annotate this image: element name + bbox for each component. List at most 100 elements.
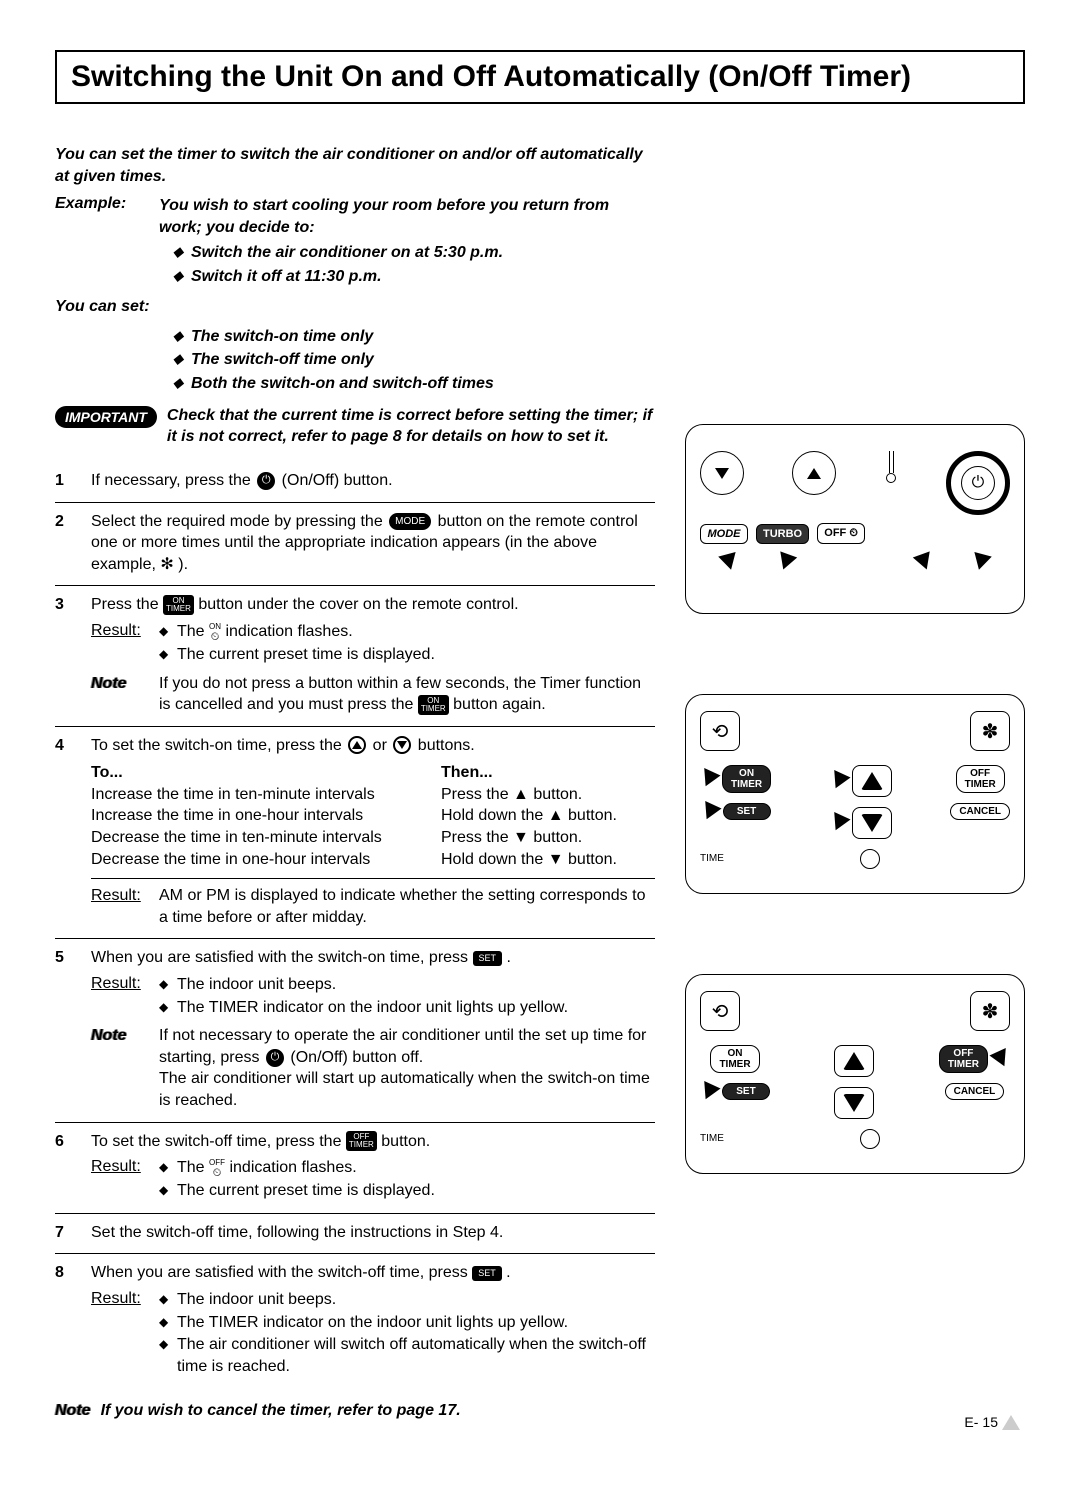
fan-button: ✽ [970, 711, 1010, 751]
set-button: SET [723, 803, 771, 820]
youcan-bullets: The switch-on time only The switch-off t… [159, 326, 655, 395]
important-text: Check that the current time is correct b… [167, 406, 655, 448]
remote-diagram-3: ⟲ ✽ ON TIMER SET [685, 974, 1025, 1174]
step: 6 To set the switch-off time, press the … [55, 1122, 655, 1213]
remote-btn [792, 451, 836, 495]
step-number: 1 [55, 470, 77, 492]
pointer-icon [697, 1080, 720, 1102]
pointer-icon [912, 551, 934, 572]
result-body: The ON⏲ indication flashes. The current … [159, 620, 655, 667]
pointer-icon [827, 770, 850, 792]
step-number: 8 [55, 1262, 77, 1378]
down-icon [393, 736, 411, 754]
remote-diagram-1: ⏻ MODE TURBO OFF ⏲ [685, 424, 1025, 614]
step-number: 4 [55, 735, 77, 929]
step: 1 If necessary, press the ⏻ (On/Off) but… [55, 462, 655, 502]
step-number: 7 [55, 1222, 77, 1244]
step-number: 2 [55, 511, 77, 576]
step-body: When you are satisfied with the switch-o… [91, 1262, 655, 1378]
time-label: TIME [700, 854, 724, 864]
on-timer-button: ON TIMER [710, 1045, 759, 1073]
final-note-label: Note [55, 1402, 91, 1420]
step-body: If necessary, press the ⏻ (On/Off) butto… [91, 470, 655, 492]
pointer-icon [989, 1048, 1012, 1070]
down-button [834, 1087, 874, 1119]
note-label: Note [91, 1025, 149, 1111]
result-body: The OFF⏲ indication flashes. The current… [159, 1156, 655, 1203]
clock-on-icon: ON⏲ [209, 621, 221, 643]
steps-list: 1 If necessary, press the ⏻ (On/Off) but… [55, 462, 655, 1388]
result-row: Result: The indoor unit beeps. The TIMER… [91, 1288, 655, 1378]
pointer-icon [698, 800, 721, 822]
up-button [852, 765, 892, 797]
tri-down-icon: ▼ [513, 829, 529, 846]
down-button [852, 807, 892, 839]
off-timer-icon: OFF TIMER [346, 1131, 377, 1151]
example-bullets: Switch the air conditioner on at 5:30 p.… [159, 242, 655, 287]
on-timer-icon: ON TIMER [418, 695, 449, 715]
tri-down-icon [715, 468, 729, 479]
example-bullet: Switch the air conditioner on at 5:30 p.… [173, 242, 655, 264]
step-body: Select the required mode by pressing the… [91, 511, 655, 576]
mode-icon: MODE [389, 513, 431, 531]
note-body: If not necessary to operate the air cond… [159, 1025, 655, 1111]
note-row: Note If not necessary to operate the air… [91, 1025, 655, 1111]
set-button: SET [722, 1083, 770, 1100]
on-timer-button: ON TIMER [722, 765, 771, 793]
step-body: Press the ON TIMER button under the cove… [91, 594, 655, 715]
youcan-bullet: The switch-off time only [173, 349, 655, 371]
time-button [860, 849, 880, 869]
on-timer-icon: ON TIMER [163, 595, 194, 615]
up-button [834, 1045, 874, 1077]
result-label: Result: [91, 973, 149, 1019]
turbo-button: TURBO [756, 524, 809, 544]
page-title: Switching the Unit On and Off Automatica… [71, 60, 1009, 94]
result-label: Result: [91, 1156, 149, 1203]
off-button: OFF ⏲ [817, 523, 865, 544]
fan-button: ✽ [970, 991, 1010, 1031]
youcan-bullet: The switch-on time only [173, 326, 655, 348]
example-label: Example: [55, 195, 145, 289]
pointer-icon [970, 552, 992, 572]
time-label: TIME [700, 1134, 724, 1144]
step: 7 Set the switch-off time, following the… [55, 1213, 655, 1254]
step-number: 3 [55, 594, 77, 715]
power-button: ⏻ [946, 451, 1010, 515]
step: 5 When you are satisfied with the switch… [55, 938, 655, 1121]
tri-up-icon [807, 468, 821, 479]
left-column: You can set the timer to switch the air … [55, 144, 655, 1420]
set-icon: SET [472, 1266, 502, 1281]
result-body: The indoor unit beeps. The TIMER indicat… [159, 1288, 655, 1378]
off-timer-button: OFF TIMER [956, 765, 1005, 793]
remote-btn [700, 451, 744, 495]
tri-down-icon: ▼ [548, 851, 564, 868]
page-number: E-15 [964, 1414, 1020, 1430]
step-body: To set the switch-on time, press the or … [91, 735, 655, 929]
step-number: 6 [55, 1131, 77, 1203]
step: 3 Press the ON TIMER button under the co… [55, 585, 655, 725]
up-icon [348, 736, 366, 754]
result-row: Result: The OFF⏲ indication flashes. The… [91, 1156, 655, 1203]
onoff-icon: ⏻ [257, 472, 275, 490]
note-body: If you do not press a button within a fe… [159, 673, 655, 716]
mode-button: MODE [700, 524, 748, 544]
columns: You can set the timer to switch the air … [55, 144, 1025, 1420]
cancel-button: CANCEL [950, 803, 1010, 820]
youcan-bullet: Both the switch-on and switch-off times [173, 373, 655, 395]
clock-off-icon: OFF⏲ [209, 1157, 225, 1179]
snowflake-icon: ✻ [160, 554, 173, 576]
result-row: Result: The ON⏲ indication flashes. The … [91, 620, 655, 667]
final-note-text: If you wish to cancel the timer, refer t… [101, 1402, 461, 1420]
result-body: The indoor unit beeps. The TIMER indicat… [159, 973, 655, 1019]
example-body: You wish to start cooling your room befo… [159, 195, 655, 289]
intro-line: You can set the timer to switch the air … [55, 144, 655, 187]
set-icon: SET [473, 951, 503, 966]
remote-btn: ⟲ [700, 711, 740, 751]
thermometer-icon [884, 451, 898, 483]
page-marker-icon [1002, 1415, 1020, 1430]
step-number: 5 [55, 947, 77, 1111]
pointer-icon [697, 768, 720, 790]
result-label: Result: [91, 1288, 149, 1378]
important-row: IMPORTANT Check that the current time is… [55, 406, 655, 448]
step-body: When you are satisfied with the switch-o… [91, 947, 655, 1111]
